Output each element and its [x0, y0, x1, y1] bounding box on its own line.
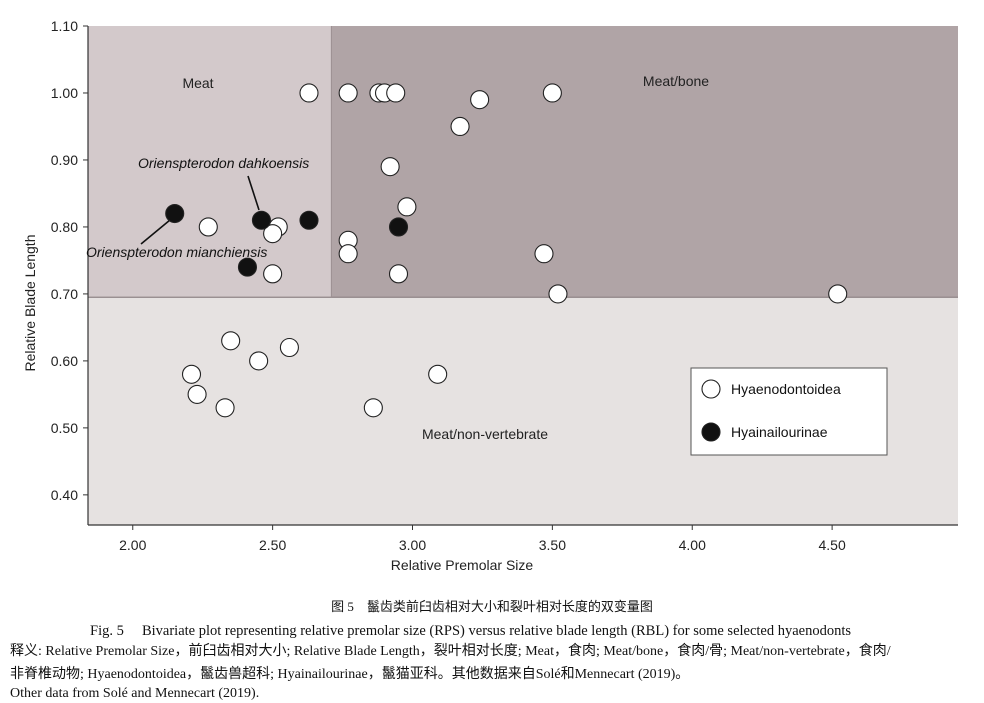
y-tick-label: 0.80 [51, 219, 78, 235]
region-label-2: Meat/non-vertebrate [422, 426, 548, 442]
data-point-hyainailourinae [237, 257, 258, 277]
region-labels: Meat Meat/bone Meat/non-vertebrate [182, 73, 709, 442]
data-point-hyainailourinae [299, 210, 319, 230]
data-point-hyaenodontoidea [534, 244, 554, 264]
data-point-hyainailourinae [165, 203, 185, 224]
y-tick-label: 1.10 [51, 18, 78, 34]
data-point-hyaenodontoidea [221, 331, 241, 351]
y-tick-label: 0.40 [51, 487, 78, 503]
caption-english-title: Fig. 5 Bivariate plot representing relat… [90, 623, 852, 639]
data-point-hyaenodontoidea [338, 244, 358, 264]
x-tick-label: 4.00 [679, 537, 706, 553]
data-point-hyaenodontoidea [263, 224, 283, 244]
y-tick-label: 0.60 [51, 353, 78, 369]
data-point-hyaenodontoidea [299, 83, 319, 103]
data-point-hyaenodontoidea [187, 384, 207, 404]
data-point-hyaenodontoidea [470, 90, 490, 110]
data-points [165, 83, 848, 418]
y-tick-label: 0.50 [51, 420, 78, 436]
x-tick-label: 3.50 [539, 537, 566, 553]
x-axis-title: Relative Premolar Size [391, 557, 534, 573]
data-point-hyaenodontoidea [388, 264, 409, 284]
legend: Hyaenodontoidea Hyainailourinae [690, 367, 888, 456]
axes: 2.00 2.50 3.00 3.50 4.00 4.50 0.40 0.50 0.60 0.70… [51, 18, 958, 553]
scatter-chart: Meat Meat/bone Meat/non-vertebrate 2.00 2.5… [22, 18, 958, 573]
y-tick-label: 0.90 [51, 152, 78, 168]
data-point-hyaenodontoidea [828, 284, 848, 304]
region-label-0: Meat [182, 75, 213, 91]
data-point-hyaenodontoidea [338, 83, 358, 103]
data-point-hyaenodontoidea [397, 197, 417, 217]
data-point-hyainailourinae [251, 210, 271, 230]
annotations: Orienspterodon dahkoensis Orienspterodon … [86, 155, 309, 260]
data-point-hyaenodontoidea [386, 83, 406, 103]
legend-label: Hyaenodontoidea [731, 381, 841, 397]
region-label-1: Meat/bone [643, 73, 709, 89]
y-axis-title: Relative Blade Length [22, 235, 38, 372]
y-tick-label: 1.00 [51, 85, 78, 101]
x-tick-label: 3.00 [399, 537, 426, 553]
caption-other-data: Other data from Solé and Mennecart (2019… [10, 686, 260, 701]
caption-gloss-line-2: 非脊椎动物; Hyaenodontoidea，鬣齿兽超科; Hyainailou… [10, 667, 690, 682]
annotation-label: Orienspterodon dahkoensis [138, 155, 309, 171]
annotation-leader-line [247, 175, 260, 211]
legend-marker-filled [701, 422, 721, 442]
data-point-hyaenodontoidea [215, 398, 235, 418]
data-point-hyaenodontoidea [363, 398, 383, 418]
caption-gloss-line-1: 释义: Relative Premolar Size，前臼齿相对大小; Rela… [10, 644, 891, 659]
data-point-hyaenodontoidea [548, 284, 568, 304]
data-point-hyaenodontoidea [542, 83, 562, 103]
data-point-hyaenodontoidea [279, 337, 299, 358]
region-meat [88, 26, 332, 298]
x-tick-label: 2.00 [119, 537, 146, 553]
x-tick-label: 2.50 [259, 537, 286, 553]
legend-box [690, 367, 888, 456]
x-tick-label: 4.50 [818, 537, 845, 553]
data-point-hyainailourinae [388, 217, 409, 237]
data-point-hyaenodontoidea [198, 217, 218, 237]
caption-chinese-title: 图 5 鬣齿类前臼齿相对大小和裂叶相对长度的双变量图 [331, 599, 653, 614]
legend-marker-open [701, 379, 721, 399]
data-point-hyaenodontoidea [428, 364, 448, 384]
region-meat-bone [331, 26, 958, 298]
annotation-label: Orienspterodon mianchiensis [86, 244, 267, 260]
legend-label: Hyainailourinae [731, 424, 828, 440]
data-point-hyaenodontoidea [450, 116, 470, 137]
data-point-hyaenodontoidea [380, 157, 400, 177]
y-tick-label: 0.70 [51, 286, 78, 302]
data-point-hyaenodontoidea [181, 364, 202, 384]
annotation-leader-line [140, 219, 171, 245]
data-point-hyaenodontoidea [249, 351, 269, 371]
data-point-hyaenodontoidea [263, 264, 283, 284]
